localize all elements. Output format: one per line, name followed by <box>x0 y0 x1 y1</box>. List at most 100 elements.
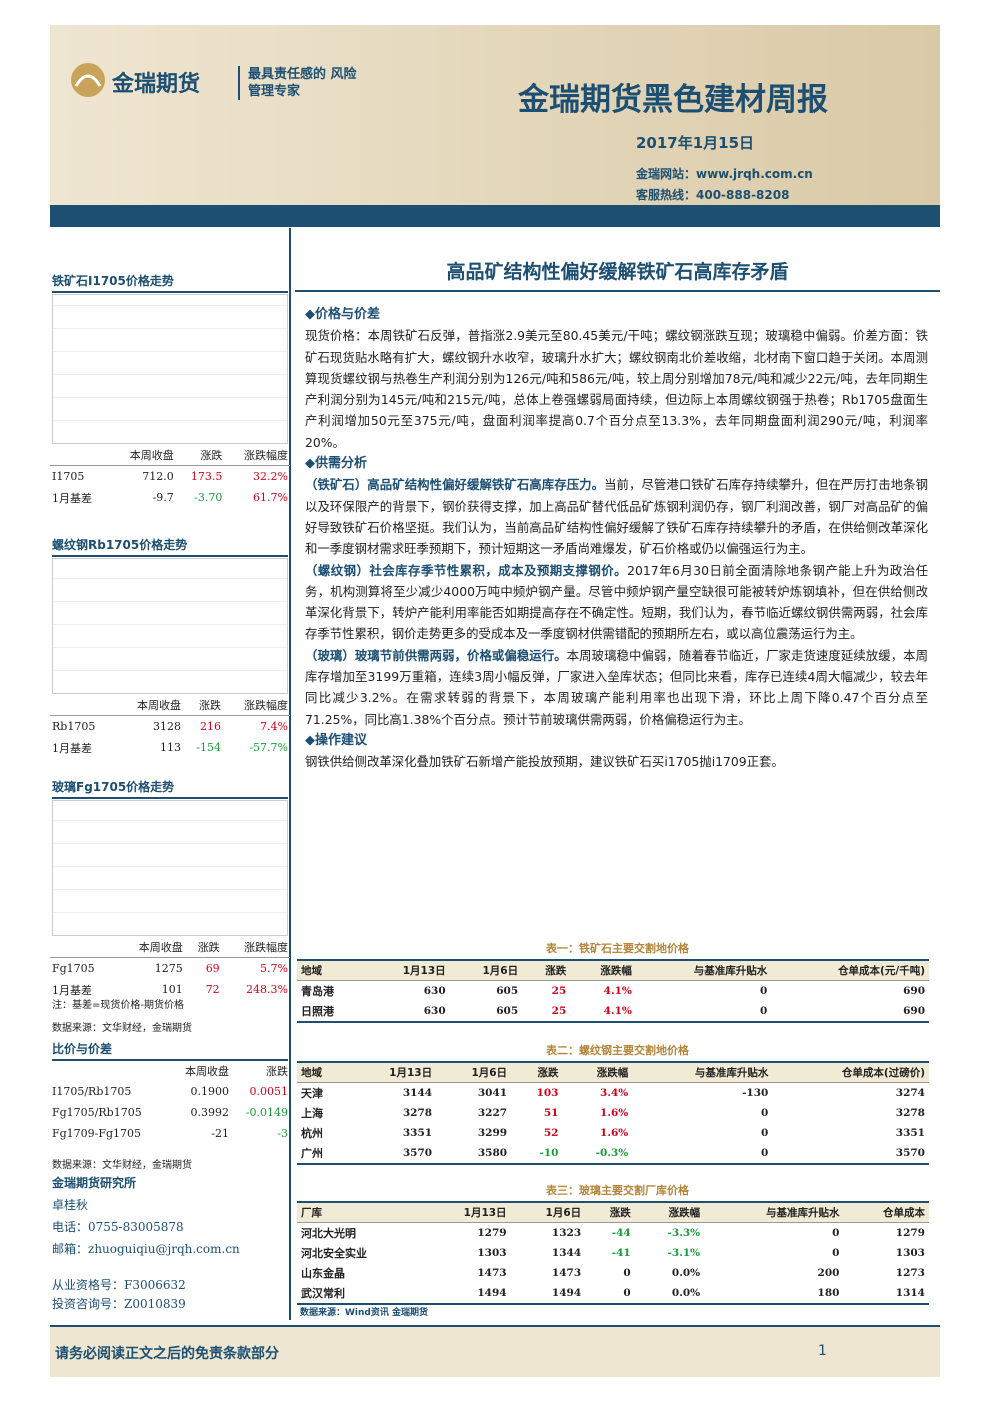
header-cell: 仓单成本(元/千吨) <box>771 959 929 981</box>
quote-table: 本周收盘 涨跌 涨跌幅度 Rb1705 3128 216 7.4% 1月基差 113 -154 -5… <box>50 694 290 758</box>
paragraph: 钢铁供给侧改革深化叠加铁矿石新增产能投放预期，建议铁矿石买i1705抛i1709… <box>305 751 928 772</box>
institute: 金瑞期货研究所 <box>52 1176 137 1190</box>
report-date: 2017年1月15日 <box>636 134 755 152</box>
cell: 25 <box>551 985 567 997</box>
row: 1月基差 113 -154 -57.7% <box>50 737 290 758</box>
header-cell: 厂库 <box>297 1201 424 1223</box>
row: I1705 712.0 173.5 32.2% <box>50 465 290 488</box>
cell: 248.3% <box>246 983 288 996</box>
logo-icon <box>71 63 105 97</box>
header-cell: 1月13日 <box>365 959 450 981</box>
table-caption: 表二：螺纹钢主要交割地价格 <box>546 1044 689 1057</box>
report-title: 金瑞期货黑色建材周报 <box>518 82 828 118</box>
row: 日照港 630 605 25 4.1% 0 690 <box>297 1001 929 1023</box>
cell: 河北安全实业 <box>301 1247 367 1260</box>
paragraph: 现货价格：本周铁矿石反弹，普指涨2.9美元至80.45美元/干吨；螺纹钢涨跌互现… <box>305 325 928 453</box>
cell: Fg1705 <box>52 962 95 975</box>
cell: 1月基差 <box>52 983 92 997</box>
cell: 0.0% <box>671 1267 701 1279</box>
header-cell: 地域 <box>297 959 366 981</box>
cell: 广州 <box>297 1143 349 1165</box>
header-cell: 1月6日 <box>510 1201 586 1223</box>
header-cell: 涨跌 <box>522 959 571 981</box>
ratio-source: 数据来源：文华财经，金瑞期货 <box>52 1160 192 1171</box>
cell: Fg1705/Rb1705 <box>52 1106 142 1119</box>
hotline: 客服热线：400-888-8208 <box>636 188 790 202</box>
row: 1月基差 101 72 248.3% <box>50 979 290 1000</box>
cell: 103 <box>536 1087 559 1099</box>
cell: 0 <box>832 1247 840 1259</box>
header-cell: 地域 <box>297 1061 349 1083</box>
cell: -10 <box>511 1143 563 1165</box>
cell: 52 <box>543 1127 559 1139</box>
cell: -3.3% <box>667 1227 701 1239</box>
article-title: 高品矿结构性偏好缓解铁矿石高库存矛盾 <box>295 257 940 292</box>
cell: -130 <box>742 1087 769 1099</box>
cell: 0 <box>761 1127 769 1139</box>
cell: 1344 <box>551 1247 582 1259</box>
cell: 216 <box>200 720 222 733</box>
cell <box>50 1060 170 1081</box>
cell: 1273 <box>895 1267 925 1279</box>
header-cell: 1月6日 <box>449 959 523 981</box>
header-cell: 1月13日 <box>423 1201 511 1223</box>
paragraph: （螺纹钢）社会库存季节性累积，成本及预期支撑钢价。2017年6月30日前全面清除… <box>305 560 928 645</box>
cell: 690 <box>771 1001 929 1023</box>
advisory: 投资咨询号：Z0010839 <box>52 1297 186 1311</box>
cell: 3041 <box>477 1087 508 1099</box>
cell: 4.1% <box>603 985 632 997</box>
cell: 1473 <box>551 1267 582 1279</box>
table-caption: 表一：铁矿石主要交割地价格 <box>546 942 689 955</box>
cell: 3570 <box>772 1143 929 1165</box>
row: Rb1705 3128 216 7.4% <box>50 715 290 738</box>
header-cell: 涨跌幅度 <box>244 940 288 954</box>
cell: 0 <box>635 1001 772 1023</box>
cell: -3.1% <box>667 1247 701 1259</box>
cell: 0 <box>623 1267 631 1279</box>
paragraph-text: 本周玻璃稳中偏弱，随着春节临近，厂家走货速度延续放缓，本周库存增加至3199万重… <box>305 647 929 727</box>
cell: 72 <box>205 983 220 996</box>
header-row: 本周收盘 涨跌 涨跌幅度 <box>50 444 290 466</box>
logo-text: 金瑞期货 <box>112 72 201 97</box>
cell: -154 <box>196 741 222 754</box>
cell: 200 <box>817 1267 840 1279</box>
row: 山东金晶 1473 1473 0 0.0% 200 1273 <box>297 1263 929 1283</box>
cell: 1279 <box>477 1227 507 1239</box>
price-table: 厂库 1月13日 1月6日 涨跌 涨跌幅 与基准库升贴水 仓单成本 河北大光明 1279 1323… <box>297 1201 929 1305</box>
cell: -41 <box>611 1247 631 1259</box>
cell: 3278 <box>402 1107 433 1119</box>
cell: 3570 <box>348 1143 437 1165</box>
row: 杭州 3351 3299 52 1.6% 0 3351 <box>297 1123 929 1143</box>
row: 上海 3278 3227 51 1.6% 0 3278 <box>297 1103 929 1123</box>
cell: 3227 <box>477 1107 508 1119</box>
cell: -57.7% <box>249 741 288 754</box>
cell: 3274 <box>895 1087 925 1099</box>
header-cell: 涨跌 <box>199 698 222 712</box>
header-cell: 本周收盘 <box>129 448 174 462</box>
cell: 1303 <box>477 1247 507 1259</box>
paragraph-text: 现货价格：本周铁矿石反弹，普指涨2.9美元至80.45美元/干吨；螺纹钢涨跌互现… <box>305 328 928 450</box>
disclaimer: 请务必阅读正文之后的免责条款部分 <box>55 1346 279 1362</box>
cell: -0.3% <box>562 1143 633 1165</box>
cell <box>50 444 110 466</box>
header-cell: 涨跌幅度 <box>244 698 288 712</box>
chart-image <box>52 800 288 936</box>
cell: 712.0 <box>142 470 174 483</box>
cell: Rb1705 <box>52 720 96 733</box>
cell: 武汉常利 <box>297 1283 424 1305</box>
header-cell: 与基准库升贴水 <box>632 1061 773 1083</box>
ratio-title: 比价与价差 <box>52 1040 288 1061</box>
cell: 25 <box>522 1001 571 1023</box>
cell: 690 <box>903 985 925 997</box>
cell: 1323 <box>551 1227 582 1239</box>
cell: 0 <box>761 1107 769 1119</box>
cell: 1303 <box>895 1247 925 1259</box>
header-cell: 本周收盘 <box>136 698 181 712</box>
footer <box>50 1325 940 1377</box>
row: I1705/Rb1705 0.1900 0.0051 <box>50 1081 290 1102</box>
header-cell: 1月6日 <box>436 1061 512 1083</box>
header-cell: 涨跌 <box>266 1064 288 1078</box>
cell: 173.5 <box>190 470 223 483</box>
header-cell: 涨跌幅 <box>570 959 636 981</box>
